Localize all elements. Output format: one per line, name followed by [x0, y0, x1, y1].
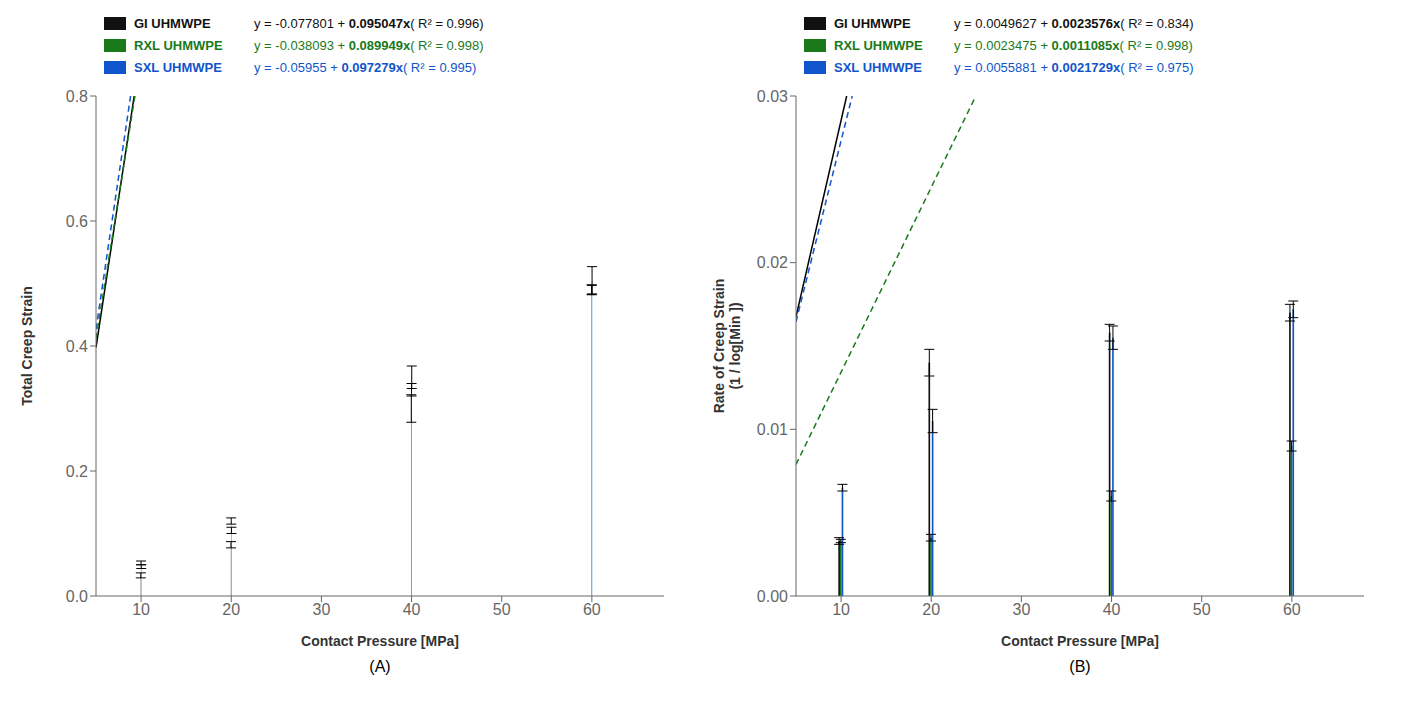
svg-text:10: 10	[132, 601, 150, 618]
html-text:y = 0.0023475 + 0.0011085x ( R: y = 0.0023475 + 0.0011085x ( R² = 0.998)	[954, 37, 1193, 53]
html-text:RXL UHMWPE: RXL UHMWPE	[134, 37, 223, 53]
svg-text:50: 50	[493, 601, 511, 618]
svg-text:40: 40	[1103, 601, 1121, 618]
svg-text:20: 20	[222, 601, 240, 618]
html-text:GI UHMWPE: GI UHMWPE	[134, 15, 211, 31]
svg-text:Contact Pressure [MPa]: Contact Pressure [MPa]	[301, 633, 459, 649]
svg-text:Contact Pressure [MPa]: Contact Pressure [MPa]	[1001, 633, 1159, 649]
svg-text:0.01: 0.01	[757, 421, 788, 438]
svg-text:50: 50	[1193, 601, 1211, 618]
svg-text:60: 60	[1283, 601, 1301, 618]
html-text:(A): (A)	[369, 658, 391, 675]
html-text:RXL UHMWPE: RXL UHMWPE	[834, 37, 923, 53]
html-text:(B): (B)	[1069, 658, 1091, 675]
html-text:y = -0.038093 + 0.089949x ( R²: y = -0.038093 + 0.089949x ( R² = 0.998)	[254, 37, 484, 53]
html-text:GI UHMWPE: GI UHMWPE	[834, 15, 911, 31]
svg-text:30: 30	[312, 601, 330, 618]
svg-text:0.02: 0.02	[757, 254, 788, 271]
svg-text:0.0: 0.0	[66, 588, 88, 605]
svg-text:0.2: 0.2	[66, 463, 88, 480]
html-text:SXL UHMWPE: SXL UHMWPE	[134, 59, 222, 75]
svg-text:10: 10	[832, 601, 850, 618]
svg-text:60: 60	[583, 601, 601, 618]
svg-text:20: 20	[922, 601, 940, 618]
svg-text:Total Creep Strain: Total Creep Strain	[19, 286, 35, 406]
svg-text:Rate of Creep Strain(1 / log[M: Rate of Creep Strain(1 / log[Min ])	[711, 279, 744, 414]
svg-text:0.03: 0.03	[757, 88, 788, 105]
html-text:y = -0.05955 + 0.097279x ( R²: y = -0.05955 + 0.097279x ( R² = 0.995)	[254, 59, 477, 75]
svg-text:40: 40	[403, 601, 421, 618]
svg-text:0.4: 0.4	[66, 338, 88, 355]
svg-text:0.6: 0.6	[66, 213, 88, 230]
svg-text:0.00: 0.00	[757, 588, 788, 605]
svg-text:30: 30	[1012, 601, 1030, 618]
html-text:y = -0.077801 + 0.095047x ( R²: y = -0.077801 + 0.095047x ( R² = 0.996)	[254, 15, 484, 31]
html-text:y = 0.0055881 + 0.0021729x ( R: y = 0.0055881 + 0.0021729x ( R² = 0.975)	[954, 59, 1194, 75]
svg-text:0.8: 0.8	[66, 88, 88, 105]
html-text:y = 0.0049627 + 0.0023576x ( R: y = 0.0049627 + 0.0023576x ( R² = 0.834)	[954, 15, 1194, 31]
html-text:SXL UHMWPE: SXL UHMWPE	[834, 59, 922, 75]
